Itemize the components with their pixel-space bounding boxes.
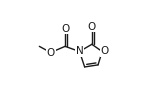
- Text: O: O: [101, 46, 109, 57]
- Text: O: O: [88, 22, 96, 32]
- Text: N: N: [76, 46, 83, 57]
- Text: O: O: [47, 47, 55, 58]
- Text: O: O: [61, 24, 69, 34]
